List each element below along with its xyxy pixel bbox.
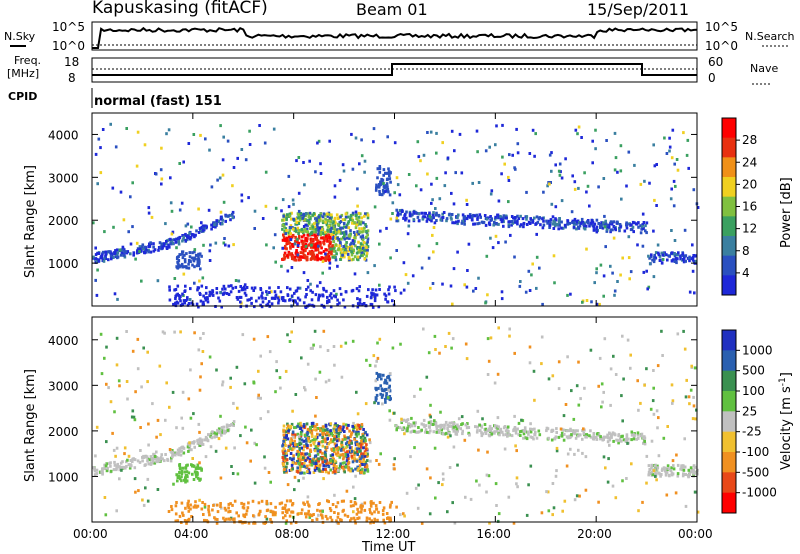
colorbar-tick: 500 (742, 364, 765, 378)
velocity-panel: 1000 2000 3000 4000 (48, 316, 700, 525)
colorbar-cell (722, 411, 736, 433)
colorbar-tick: 4 (742, 266, 750, 280)
freq-tick-low: 8 (68, 71, 76, 85)
colorbar-cell (722, 370, 736, 392)
colorbar-tick: 8 (742, 244, 750, 258)
colorbar-tick: 1000 (742, 343, 773, 357)
freq-unit: [MHz] (7, 67, 39, 80)
colorbar-tick: 100 (742, 384, 765, 398)
cpid-label: CPID (8, 90, 37, 103)
colorbar-tick: 12 (742, 222, 757, 236)
ytick-label: 3000 (48, 379, 79, 393)
colorbar-cell (722, 472, 736, 494)
date-title: 15/Sep/2011 (587, 0, 690, 19)
power-colorbar: 28 24 20 16 12 8 4 (721, 117, 757, 296)
velocity-colorbar: 1000 500 100 25 -25 -100 -500 -1000 (721, 329, 777, 514)
colorbar-cell (722, 196, 736, 217)
colorbar-cell (722, 431, 736, 453)
noise-sky-line (92, 26, 698, 49)
colorbar-cell (722, 137, 736, 158)
colorbar-cell (722, 255, 736, 276)
noise-right-tick-low: 10^0 (705, 39, 738, 53)
colorbar-tick: 25 (742, 404, 757, 418)
nave-tick-high: 60 (708, 55, 723, 69)
noise-right-tick-high: 10^5 (705, 20, 738, 34)
noise-left-tick-low: 10^0 (52, 39, 85, 53)
beam-title: Beam 01 (356, 0, 428, 19)
colorbar-cell (722, 157, 736, 178)
power-colorbar-label: Power [dB] (779, 177, 794, 248)
nave-line (92, 63, 697, 76)
xtick-label: 00:00 (678, 527, 713, 541)
colorbar-tick: 28 (742, 133, 757, 147)
colorbar-cell (722, 216, 736, 237)
ytick-label: 3000 (48, 171, 79, 185)
colorbar-tick: -500 (742, 465, 769, 479)
colorbar-tick: 16 (742, 200, 757, 214)
power-panel: 1000 2000 3000 4000 (48, 112, 700, 309)
xtick-label: 04:00 (174, 527, 209, 541)
ytick-label: 4000 (48, 128, 79, 142)
colorbar-tick: -100 (742, 445, 769, 459)
noise-panel (91, 21, 698, 51)
freq-tick-high: 18 (64, 55, 79, 69)
ytick-label: 1000 (48, 470, 79, 484)
station-title: Kapuskasing (fitACF) (92, 0, 268, 18)
colorbar-tick: -1000 (742, 486, 777, 500)
cpid-value: normal (fast) 151 (94, 94, 222, 109)
colorbar-cell (722, 275, 736, 296)
velocity-ylabel: Slant Range [km] (23, 369, 38, 482)
xtick-label: 00:00 (73, 527, 108, 541)
xaxis-title: Time UT (361, 540, 415, 554)
xtick-label: 20:00 (577, 527, 612, 541)
colorbar-tick: 24 (742, 155, 757, 169)
ytick-label: 2000 (48, 214, 79, 228)
colorbar-cell (722, 330, 736, 351)
freq-label: Freq. (14, 54, 41, 67)
noise-left-tick-high: 10^5 (52, 20, 85, 34)
power-ylabel: Slant Range [km] (23, 165, 38, 278)
ytick-label: 4000 (48, 334, 79, 348)
ytick-label: 2000 (48, 425, 79, 439)
ytick-label: 1000 (48, 257, 79, 271)
nsky-label: N.Sky (4, 30, 36, 43)
colorbar-cell (722, 236, 736, 257)
colorbar-tick: 20 (742, 177, 757, 191)
freq-panel (91, 57, 698, 83)
colorbar-cell (722, 391, 736, 412)
colorbar-cell (722, 350, 736, 372)
nave-label: Nave (750, 62, 778, 75)
nsearch-label: N.Search (745, 30, 795, 43)
colorbar-cell (722, 492, 736, 514)
xtick-label: 12:00 (376, 527, 411, 541)
xtick-label: 08:00 (275, 527, 310, 541)
xtick-label: 16:00 (476, 527, 511, 541)
nave-tick-low: 0 (708, 71, 716, 85)
colorbar-tick: -25 (742, 425, 762, 439)
colorbar-cell (722, 452, 736, 473)
velocity-colorbar-label: Velocity [m s-1] (778, 372, 794, 470)
colorbar-cell (722, 177, 736, 198)
colorbar-cell (722, 118, 736, 139)
